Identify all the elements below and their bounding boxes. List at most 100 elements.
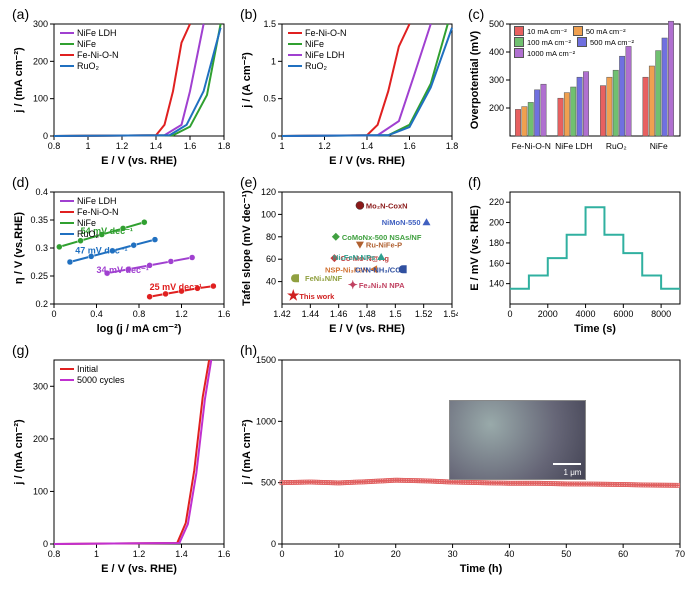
svg-text:6000: 6000	[613, 309, 633, 319]
svg-text:Fe₂Ni₂N NPA: Fe₂Ni₂N NPA	[359, 281, 405, 290]
svg-text:Fe-Ni-O-N: Fe-Ni-O-N	[512, 141, 551, 151]
svg-text:1: 1	[271, 56, 276, 66]
svg-text:Time (h): Time (h)	[460, 563, 503, 575]
svg-text:200: 200	[33, 434, 48, 444]
svg-text:1.2: 1.2	[133, 549, 146, 559]
panel-a: (a)0.811.21.41.61.80100200300E / V (vs. …	[10, 8, 230, 168]
panel-label-a: (a)	[12, 6, 29, 22]
svg-text:E / V (vs. RHE): E / V (vs. RHE)	[101, 155, 177, 167]
svg-text:RuO₂: RuO₂	[606, 141, 627, 151]
panel-d: (d)00.40.81.21.60.20.250.30.350.4log (j …	[10, 176, 230, 336]
svg-text:1.5: 1.5	[389, 309, 402, 319]
panel-label-f: (f)	[468, 174, 481, 190]
svg-text:NiFe LDH: NiFe LDH	[555, 141, 592, 151]
svg-text:0.4: 0.4	[90, 309, 103, 319]
svg-text:0.8: 0.8	[48, 141, 61, 151]
panel-b: (b)11.21.41.61.800.511.5E / V (vs. RHE)j…	[238, 8, 458, 168]
legend-c: 10 mA cm⁻²50 mA cm⁻²100 mA cm⁻²500 mA cm…	[514, 26, 676, 59]
panel-h: (h)010203040506070050010001500Time (h)j …	[238, 344, 686, 576]
svg-text:E / V (vs. RHE): E / V (vs. RHE)	[101, 563, 177, 575]
svg-text:0: 0	[507, 309, 512, 319]
svg-text:1.8: 1.8	[218, 141, 230, 151]
svg-text:25 mV dec⁻¹: 25 mV dec⁻¹	[150, 282, 202, 292]
svg-text:1.54: 1.54	[443, 309, 458, 319]
svg-text:E / V (vs. RHE): E / V (vs. RHE)	[329, 323, 405, 335]
svg-text:j / (mA cm⁻²): j / (mA cm⁻²)	[13, 419, 25, 486]
svg-text:60: 60	[266, 254, 276, 264]
svg-text:1.52: 1.52	[415, 309, 433, 319]
svg-text:0: 0	[271, 539, 276, 549]
svg-text:NiMoN-550: NiMoN-550	[382, 218, 421, 227]
svg-text:140: 140	[489, 279, 504, 289]
svg-text:0: 0	[279, 549, 284, 559]
svg-text:4000: 4000	[576, 309, 596, 319]
svg-text:200: 200	[489, 103, 504, 113]
svg-text:1.2: 1.2	[116, 141, 129, 151]
svg-text:1.2: 1.2	[175, 309, 188, 319]
svg-text:70: 70	[675, 549, 685, 559]
svg-text:1.5: 1.5	[263, 19, 276, 29]
panel-g: (g)0.811.21.41.60100200300E / V (vs. RHE…	[10, 344, 230, 576]
svg-text:500: 500	[261, 478, 276, 488]
svg-text:j / (A cm⁻²): j / (A cm⁻²)	[241, 52, 253, 109]
svg-text:200: 200	[33, 56, 48, 66]
svg-text:E / V (vs. RHE): E / V (vs. RHE)	[329, 155, 405, 167]
svg-text:log (j / mA cm⁻²): log (j / mA cm⁻²)	[97, 323, 182, 335]
svg-text:50: 50	[561, 549, 571, 559]
panel-label-h: (h)	[240, 342, 257, 358]
legend-a: NiFe LDHNiFeFe-Ni-O-NRuO₂	[60, 28, 119, 72]
svg-text:E / mV (vs. RHE): E / mV (vs. RHE)	[469, 205, 481, 291]
svg-text:40: 40	[266, 277, 276, 287]
svg-text:8000: 8000	[651, 309, 671, 319]
inset-scale-label: 1 μm	[564, 468, 582, 477]
svg-text:500: 500	[489, 19, 504, 29]
svg-text:0.5: 0.5	[263, 94, 276, 104]
svg-text:220: 220	[489, 197, 504, 207]
svg-text:Ni₃FeN-NPs: Ni₃FeN-NPs	[333, 253, 375, 262]
svg-text:This work: This work	[299, 292, 335, 301]
svg-text:100: 100	[261, 209, 276, 219]
svg-text:1: 1	[94, 549, 99, 559]
svg-text:1.6: 1.6	[184, 141, 197, 151]
svg-text:0.2: 0.2	[35, 299, 48, 309]
svg-text:0.25: 0.25	[30, 271, 48, 281]
svg-text:Ru-NiFe-P: Ru-NiFe-P	[366, 241, 402, 250]
svg-text:Tafel slope (mV dec⁻¹): Tafel slope (mV dec⁻¹)	[241, 190, 253, 306]
svg-text:47 mV dec⁻¹: 47 mV dec⁻¹	[75, 246, 127, 256]
svg-text:160: 160	[489, 258, 504, 268]
svg-text:1000: 1000	[256, 416, 276, 426]
svg-text:300: 300	[33, 381, 48, 391]
svg-text:30: 30	[448, 549, 458, 559]
svg-text:1500: 1500	[256, 355, 276, 365]
svg-text:1.44: 1.44	[302, 309, 320, 319]
legend-g: Initial5000 cycles	[60, 364, 125, 386]
svg-text:j / (mA cm⁻²): j / (mA cm⁻²)	[241, 419, 253, 486]
svg-text:✦: ✦	[348, 278, 358, 292]
svg-text:100: 100	[33, 486, 48, 496]
svg-text:34 mV dec⁻¹: 34 mV dec⁻¹	[97, 265, 149, 275]
svg-text:40: 40	[504, 549, 514, 559]
svg-text:400: 400	[489, 47, 504, 57]
svg-text:1.4: 1.4	[175, 549, 188, 559]
svg-text:0.35: 0.35	[30, 215, 48, 225]
svg-text:1.8: 1.8	[446, 141, 458, 151]
panel-label-g: (g)	[12, 342, 29, 358]
svg-text:Time (s): Time (s)	[574, 323, 616, 335]
svg-text:CVN-NH₃/CC: CVN-NH₃/CC	[355, 265, 401, 274]
panel-label-b: (b)	[240, 6, 257, 22]
svg-text:0: 0	[43, 131, 48, 141]
svg-text:1.2: 1.2	[318, 141, 331, 151]
svg-text:100: 100	[33, 94, 48, 104]
svg-text:1.6: 1.6	[218, 309, 230, 319]
svg-text:120: 120	[261, 187, 276, 197]
svg-text:0: 0	[51, 309, 56, 319]
svg-text:1.6: 1.6	[403, 141, 416, 151]
svg-text:NiFe: NiFe	[650, 141, 668, 151]
svg-text:Overpotential (mV): Overpotential (mV)	[469, 30, 481, 129]
inset-sem-image: 1 μm	[449, 400, 586, 479]
svg-text:1.4: 1.4	[361, 141, 374, 151]
svg-text:10: 10	[334, 549, 344, 559]
panel-e: (e)1.421.441.461.481.51.521.544060801001…	[238, 176, 458, 336]
svg-text:1.4: 1.4	[150, 141, 163, 151]
svg-text:Mo₂N-CoxN: Mo₂N-CoxN	[366, 201, 408, 210]
